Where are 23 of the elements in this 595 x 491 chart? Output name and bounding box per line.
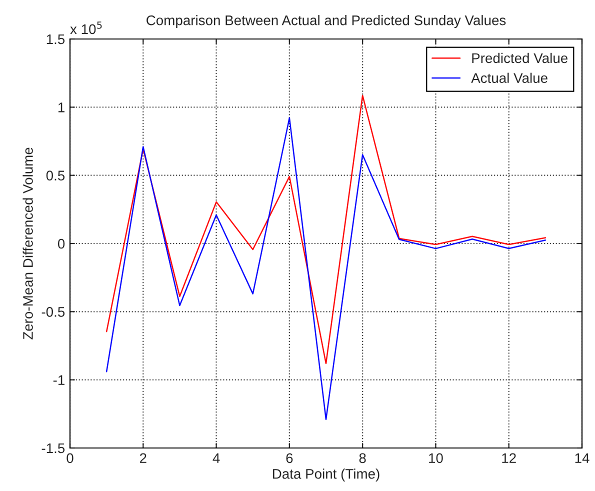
y-tick-label: 0.5 (46, 170, 65, 181)
y-axis-title: Zero-Mean Differenced Volume (22, 148, 33, 340)
y-tick-label: 1.5 (46, 34, 65, 44)
x-tick-label: 6 (286, 453, 293, 464)
y-tick-label: 1 (58, 102, 64, 112)
y-tick-label: -1 (53, 375, 64, 385)
x-tick-label: 0 (66, 453, 74, 464)
chart-title: Comparison Between Actual and Predicted Sunday Values (146, 15, 506, 28)
x-tick-label: 2 (140, 453, 146, 463)
y-tick-label: -0.5 (42, 307, 65, 317)
x-axis-title: Data Point (Time) (272, 468, 380, 482)
legend-label: Actual Value (471, 72, 548, 83)
x-tick-label: 10 (429, 453, 443, 464)
line-series (106, 94, 546, 364)
line-series (106, 117, 546, 420)
x-tick-label: 14 (575, 453, 590, 463)
y-tick-label: 0 (58, 238, 65, 249)
x-tick-label: 8 (359, 453, 366, 464)
y-tick-label: -1.5 (42, 443, 65, 454)
x-tick-label: 12 (502, 453, 516, 463)
x-tick-label: 4 (212, 453, 220, 463)
legend-label: Predicted Value (472, 52, 568, 64)
text: x 10$^{5}$ (70, 22, 102, 34)
